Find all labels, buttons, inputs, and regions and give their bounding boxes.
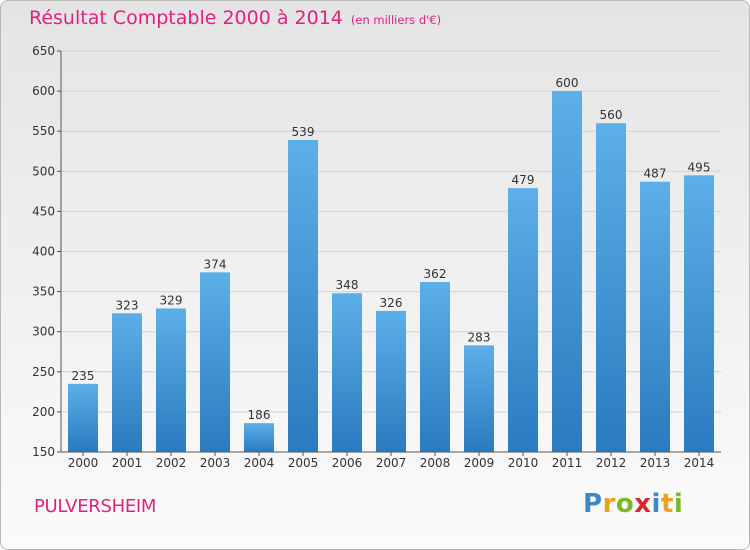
- axes-group: [57, 50, 721, 456]
- logo-letter: P: [583, 489, 603, 519]
- logo-letter: o: [615, 489, 635, 519]
- bar: [464, 345, 494, 452]
- logo-letter: x: [634, 489, 652, 519]
- x-tick-label: 2010: [508, 456, 539, 470]
- x-tick-label: 2007: [376, 456, 407, 470]
- logo-letter: t: [660, 489, 674, 519]
- y-tick-label: 200: [32, 405, 55, 419]
- bar-value-label: 487: [644, 167, 667, 181]
- x-tick-label: 2014: [684, 456, 715, 470]
- y-tick-label: 550: [32, 124, 55, 138]
- x-tick-label: 2012: [596, 456, 627, 470]
- x-tick-label: 2008: [420, 456, 451, 470]
- x-tick-label: 2003: [200, 456, 231, 470]
- logo-letter: i: [673, 489, 684, 519]
- y-tick-label: 500: [32, 164, 55, 178]
- y-tick-label: 300: [32, 325, 55, 339]
- y-tick-label: 650: [32, 44, 55, 58]
- bar: [156, 308, 186, 452]
- chart-title-text: Résultat Comptable 2000 à 2014: [29, 7, 343, 29]
- proxiti-logo[interactable]: Proxiti: [583, 489, 683, 519]
- y-tick-label: 150: [32, 445, 55, 459]
- x-tick-label: 2006: [332, 456, 363, 470]
- bar-value-label: 495: [688, 160, 711, 174]
- bar: [640, 181, 670, 452]
- bar-value-label: 323: [116, 298, 139, 312]
- bar-value-label: 600: [556, 76, 579, 90]
- bar: [112, 313, 142, 452]
- bar: [684, 175, 714, 452]
- x-tick-label: 2002: [156, 456, 187, 470]
- x-tick-label: 2000: [68, 456, 99, 470]
- x-tick-label: 2009: [464, 456, 495, 470]
- bar-value-label: 283: [468, 330, 491, 344]
- bar: [596, 123, 626, 453]
- bar-value-label: 186: [248, 408, 271, 422]
- y-tick-label: 250: [32, 365, 55, 379]
- bar: [244, 423, 274, 452]
- x-tick-label: 2004: [244, 456, 275, 470]
- y-tick-label: 400: [32, 245, 55, 259]
- bar: [552, 91, 582, 452]
- bar: [68, 383, 98, 452]
- chart-unit-note: (en milliers d'€): [350, 13, 442, 27]
- bar: [200, 272, 230, 452]
- logo-letter: r: [602, 489, 616, 519]
- bar: [376, 310, 406, 452]
- x-tick-label: 2013: [640, 456, 671, 470]
- x-tick-label: 2005: [288, 456, 319, 470]
- bar-value-label: 479: [512, 173, 535, 187]
- bar-value-label: 362: [424, 267, 447, 281]
- bar-value-label: 326: [380, 296, 403, 310]
- bar-value-label: 560: [600, 108, 623, 122]
- bars-group: [68, 91, 714, 453]
- chart-title: Résultat Comptable 2000 à 2014 (en millie…: [29, 7, 441, 29]
- x-tick-label: 2001: [112, 456, 143, 470]
- logo-letter: i: [651, 489, 661, 519]
- bar: [420, 281, 450, 452]
- bar-value-label: 374: [204, 257, 227, 271]
- x-tick-label: 2011: [552, 456, 583, 470]
- bar-value-label: 539: [292, 125, 315, 139]
- bar-value-label: 329: [160, 293, 183, 307]
- commune-name: PULVERSHEIM: [34, 496, 157, 517]
- bar: [508, 188, 538, 452]
- y-tick-label: 350: [32, 285, 55, 299]
- bar-value-label: 348: [336, 278, 359, 292]
- bar: [288, 140, 318, 452]
- labels-group: 150 200 250 300 350 400 450 500 550 600 650 235 2000…: [32, 44, 714, 470]
- y-tick-label: 450: [32, 204, 55, 218]
- bar: [332, 293, 362, 452]
- bar-value-label: 235: [72, 369, 95, 383]
- y-tick-label: 600: [32, 84, 55, 98]
